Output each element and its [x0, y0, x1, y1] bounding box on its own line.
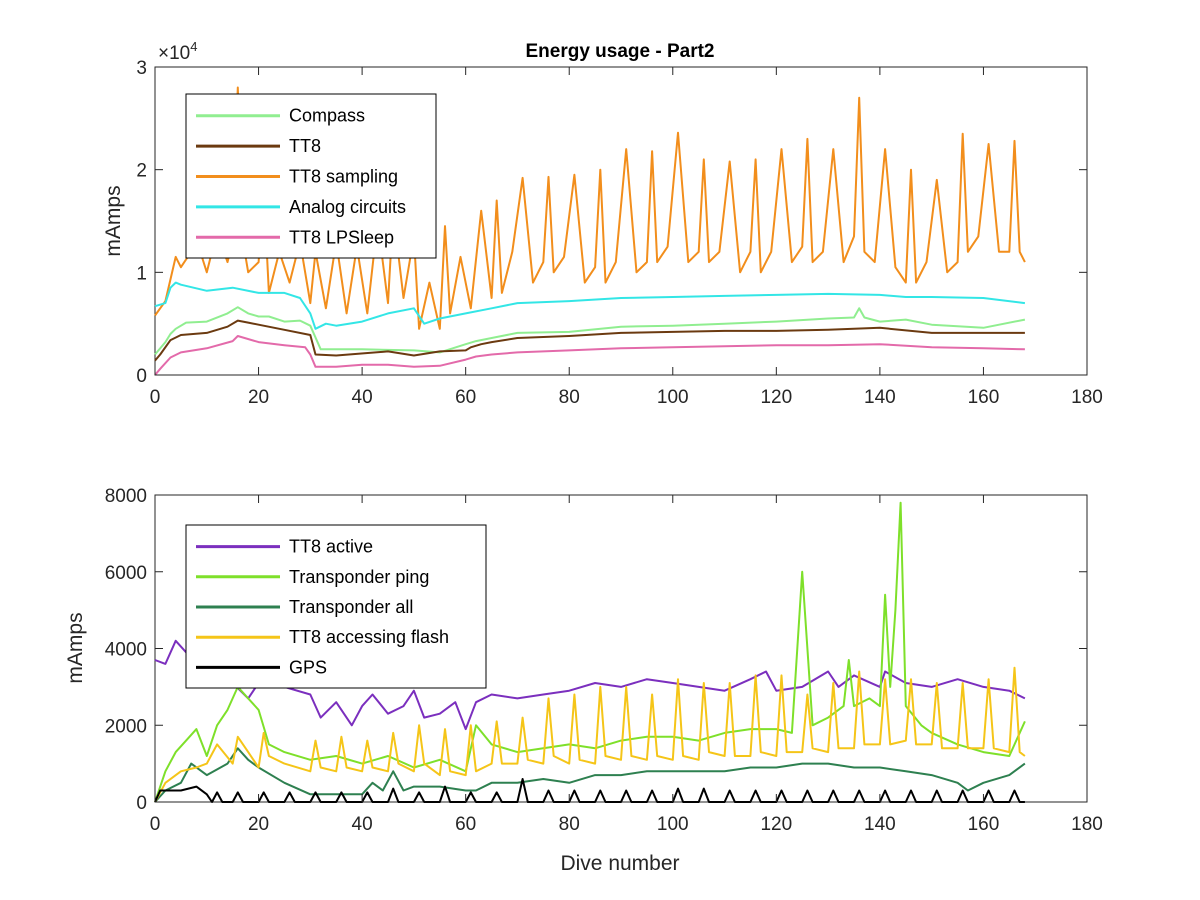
series-line-tt8-sampling [154, 86, 1026, 330]
bottom-series-group [154, 501, 1026, 803]
bottom-x-tick-label: 100 [657, 814, 689, 835]
legend-label-tt8-active: TT8 active [289, 537, 373, 557]
series-line-transponder-all [154, 747, 1026, 803]
series-line-compass [154, 306, 1026, 356]
legend-label-tt8-lpsleep: TT8 LPSleep [289, 227, 394, 247]
bottom-x-tick-label: 140 [864, 814, 896, 835]
top-y-tick-label: 0 [136, 366, 147, 387]
top-x-tick-label: 160 [968, 387, 1000, 408]
bottom-y-tick-label: 0 [136, 793, 147, 814]
top-x-tick-label: 60 [455, 387, 476, 408]
bottom-x-axis-label: Dive number [560, 852, 679, 875]
top-y-multiplier: ×104 [158, 39, 197, 64]
top-x-tick-label: 80 [559, 387, 580, 408]
bottom-x-tick-label: 20 [248, 814, 269, 835]
legend-label-transponder-all: Transponder all [289, 597, 413, 617]
top-x-tick-label: 20 [248, 387, 269, 408]
top-y-axis-label: mAmps [102, 185, 125, 256]
bottom-x-tick-label: 160 [968, 814, 1000, 835]
top-y-tick-label: 3 [136, 58, 147, 79]
legend-label-gps: GPS [289, 657, 327, 677]
legend-label-transponder-ping: Transponder ping [289, 567, 429, 587]
bottom-x-tick-label: 80 [559, 814, 580, 835]
top-y-multiplier-exponent: 4 [190, 39, 197, 54]
top-x-tick-label: 140 [864, 387, 896, 408]
bottom-y-tick-label: 8000 [105, 486, 147, 507]
series-line-gps [154, 778, 1025, 803]
series-line-tt8-lpsleep [154, 335, 1025, 376]
bottom-x-tick-label: 180 [1071, 814, 1103, 835]
bottom-y-tick-label: 6000 [105, 563, 147, 584]
series-line-transponder-ping [154, 501, 1026, 803]
bottom-y-tick-label: 2000 [105, 716, 147, 737]
legend-label-tt8-accessing-flash: TT8 accessing flash [289, 627, 449, 647]
top-x-tick-label: 180 [1071, 387, 1103, 408]
chart-energy-part2-bottom: 0 20 40 60 80 100 120 140 160 180 0 2000 4000 6000 800… [64, 486, 1103, 875]
top-x-tick-label: 40 [352, 387, 373, 408]
legend-label-tt8: TT8 [289, 136, 321, 156]
top-ticks-group: 0 20 40 60 80 100 120 140 160 180 0 1 2 3 [136, 58, 1102, 408]
bottom-ticks-group: 0 20 40 60 80 100 120 140 160 180 0 2000 4000 6000 800… [105, 486, 1103, 835]
bottom-x-tick-label: 40 [352, 814, 373, 835]
series-line-analog-circuits [154, 281, 1026, 330]
top-x-tick-label: 100 [657, 387, 689, 408]
chart-energy-part2-top: Energy usage - Part2 0 20 40 60 80 100 120 140 1… [102, 39, 1103, 408]
top-x-tick-label: 120 [760, 387, 792, 408]
bottom-y-tick-label: 4000 [105, 640, 147, 661]
series-line-tt8 [154, 319, 1025, 362]
top-x-tick-label: 0 [150, 387, 161, 408]
top-legend: Compass TT8 TT8 sampling Analog circuits TT8… [185, 93, 437, 259]
top-y-multiplier-base: ×10 [158, 43, 190, 64]
bottom-x-tick-label: 0 [150, 814, 161, 835]
top-y-tick-label: 2 [136, 161, 147, 182]
series-line-tt8-accessing-flash [154, 666, 1026, 803]
top-y-tick-label: 1 [136, 263, 147, 284]
legend-label-analog-circuits: Analog circuits [289, 197, 406, 217]
bottom-x-tick-label: 120 [760, 814, 792, 835]
chart-title: Energy usage - Part2 [525, 41, 714, 62]
bottom-legend: TT8 active Transponder ping Transponder al… [185, 524, 487, 689]
top-series-group [154, 86, 1026, 376]
bottom-y-axis-label: mAmps [64, 612, 87, 683]
bottom-x-tick-label: 60 [455, 814, 476, 835]
legend-label-tt8-sampling: TT8 sampling [289, 167, 398, 187]
legend-label-compass: Compass [289, 106, 365, 126]
